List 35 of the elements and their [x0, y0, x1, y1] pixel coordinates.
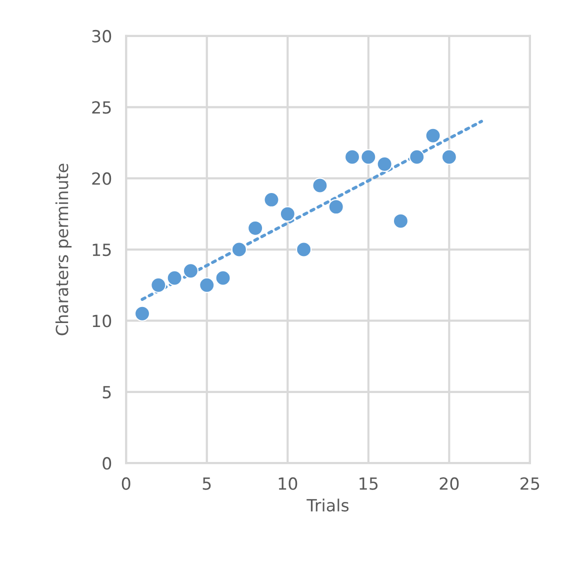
y-tick-label: 10: [92, 314, 112, 328]
point: [134, 306, 150, 322]
x-tick-label: 0: [122, 477, 130, 490]
point: [280, 206, 296, 222]
point: [247, 220, 264, 236]
point: [328, 198, 344, 215]
y-axis-title: Charaters perminute: [55, 164, 72, 336]
point: [441, 149, 458, 165]
point: [425, 128, 441, 144]
x-tick-label: 20: [440, 477, 459, 490]
point: [150, 277, 166, 293]
y-tick-label: 0: [102, 457, 112, 470]
y-tick-label: 15: [92, 244, 111, 256]
y-tick-label: 25: [92, 101, 111, 114]
point: [199, 277, 215, 293]
point: [215, 270, 231, 286]
x-tick-label: 15: [360, 477, 378, 490]
x-axis-title: Trials: [306, 498, 349, 512]
y-tick-label: 30: [92, 30, 112, 43]
point: [264, 192, 280, 208]
point: [182, 263, 199, 279]
point: [409, 149, 425, 165]
point: [296, 242, 312, 258]
point: [376, 156, 392, 172]
point: [344, 149, 360, 165]
point: [166, 270, 182, 286]
point: [392, 213, 409, 229]
x-tick-label: 25: [520, 477, 540, 490]
y-tick-label: 5: [102, 386, 111, 398]
point: [231, 242, 248, 258]
point: [360, 149, 376, 165]
y-tick-label: 20: [92, 172, 112, 185]
point: [312, 178, 328, 194]
x-tick-label: 5: [202, 477, 211, 490]
x-tick-label: 10: [278, 477, 298, 490]
